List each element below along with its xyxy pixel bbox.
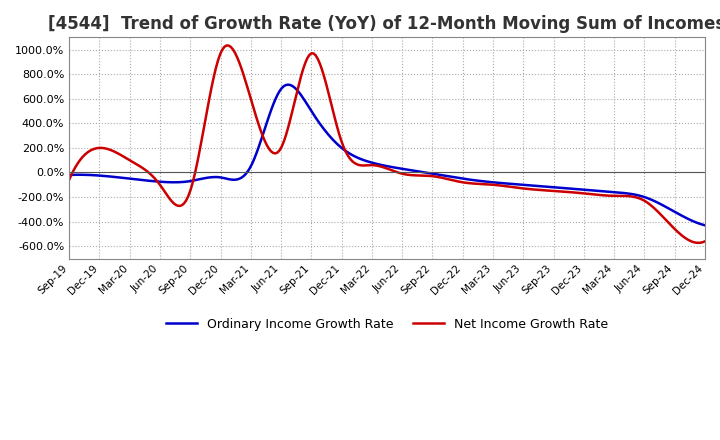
Net Income Growth Rate (694, 240, 703, 246)
Ordinary Income Growth Rate (444, 174, 452, 179)
Ordinary Income Growth Rate (701, 223, 709, 228)
Line: Ordinary Income Growth Rate: Ordinary Income Growth Rate (69, 84, 705, 225)
Net Income Growth Rate (446, 177, 454, 182)
Title: [4544]  Trend of Growth Rate (YoY) of 12-Month Moving Sum of Incomes: [4544] Trend of Growth Rate (YoY) of 12-… (48, 15, 720, 33)
Ordinary Income Growth Rate (456, 176, 464, 181)
Net Income Growth Rate (603, 193, 611, 198)
Net Income Growth Rate (222, 43, 231, 48)
Ordinary Income Growth Rate (67, 172, 76, 177)
Ordinary Income Growth Rate (446, 174, 454, 179)
Net Income Growth Rate (456, 179, 464, 184)
Net Income Growth Rate (67, 172, 76, 178)
Ordinary Income Growth Rate (603, 189, 611, 194)
Net Income Growth Rate (444, 176, 452, 182)
Net Income Growth Rate (701, 238, 709, 244)
Line: Net Income Growth Rate: Net Income Growth Rate (69, 45, 705, 243)
Net Income Growth Rate (65, 177, 73, 183)
Ordinary Income Growth Rate (65, 172, 73, 178)
Ordinary Income Growth Rate (643, 195, 652, 201)
Ordinary Income Growth Rate (284, 82, 292, 87)
Legend: Ordinary Income Growth Rate, Net Income Growth Rate: Ordinary Income Growth Rate, Net Income … (161, 313, 613, 336)
Net Income Growth Rate (643, 200, 652, 205)
